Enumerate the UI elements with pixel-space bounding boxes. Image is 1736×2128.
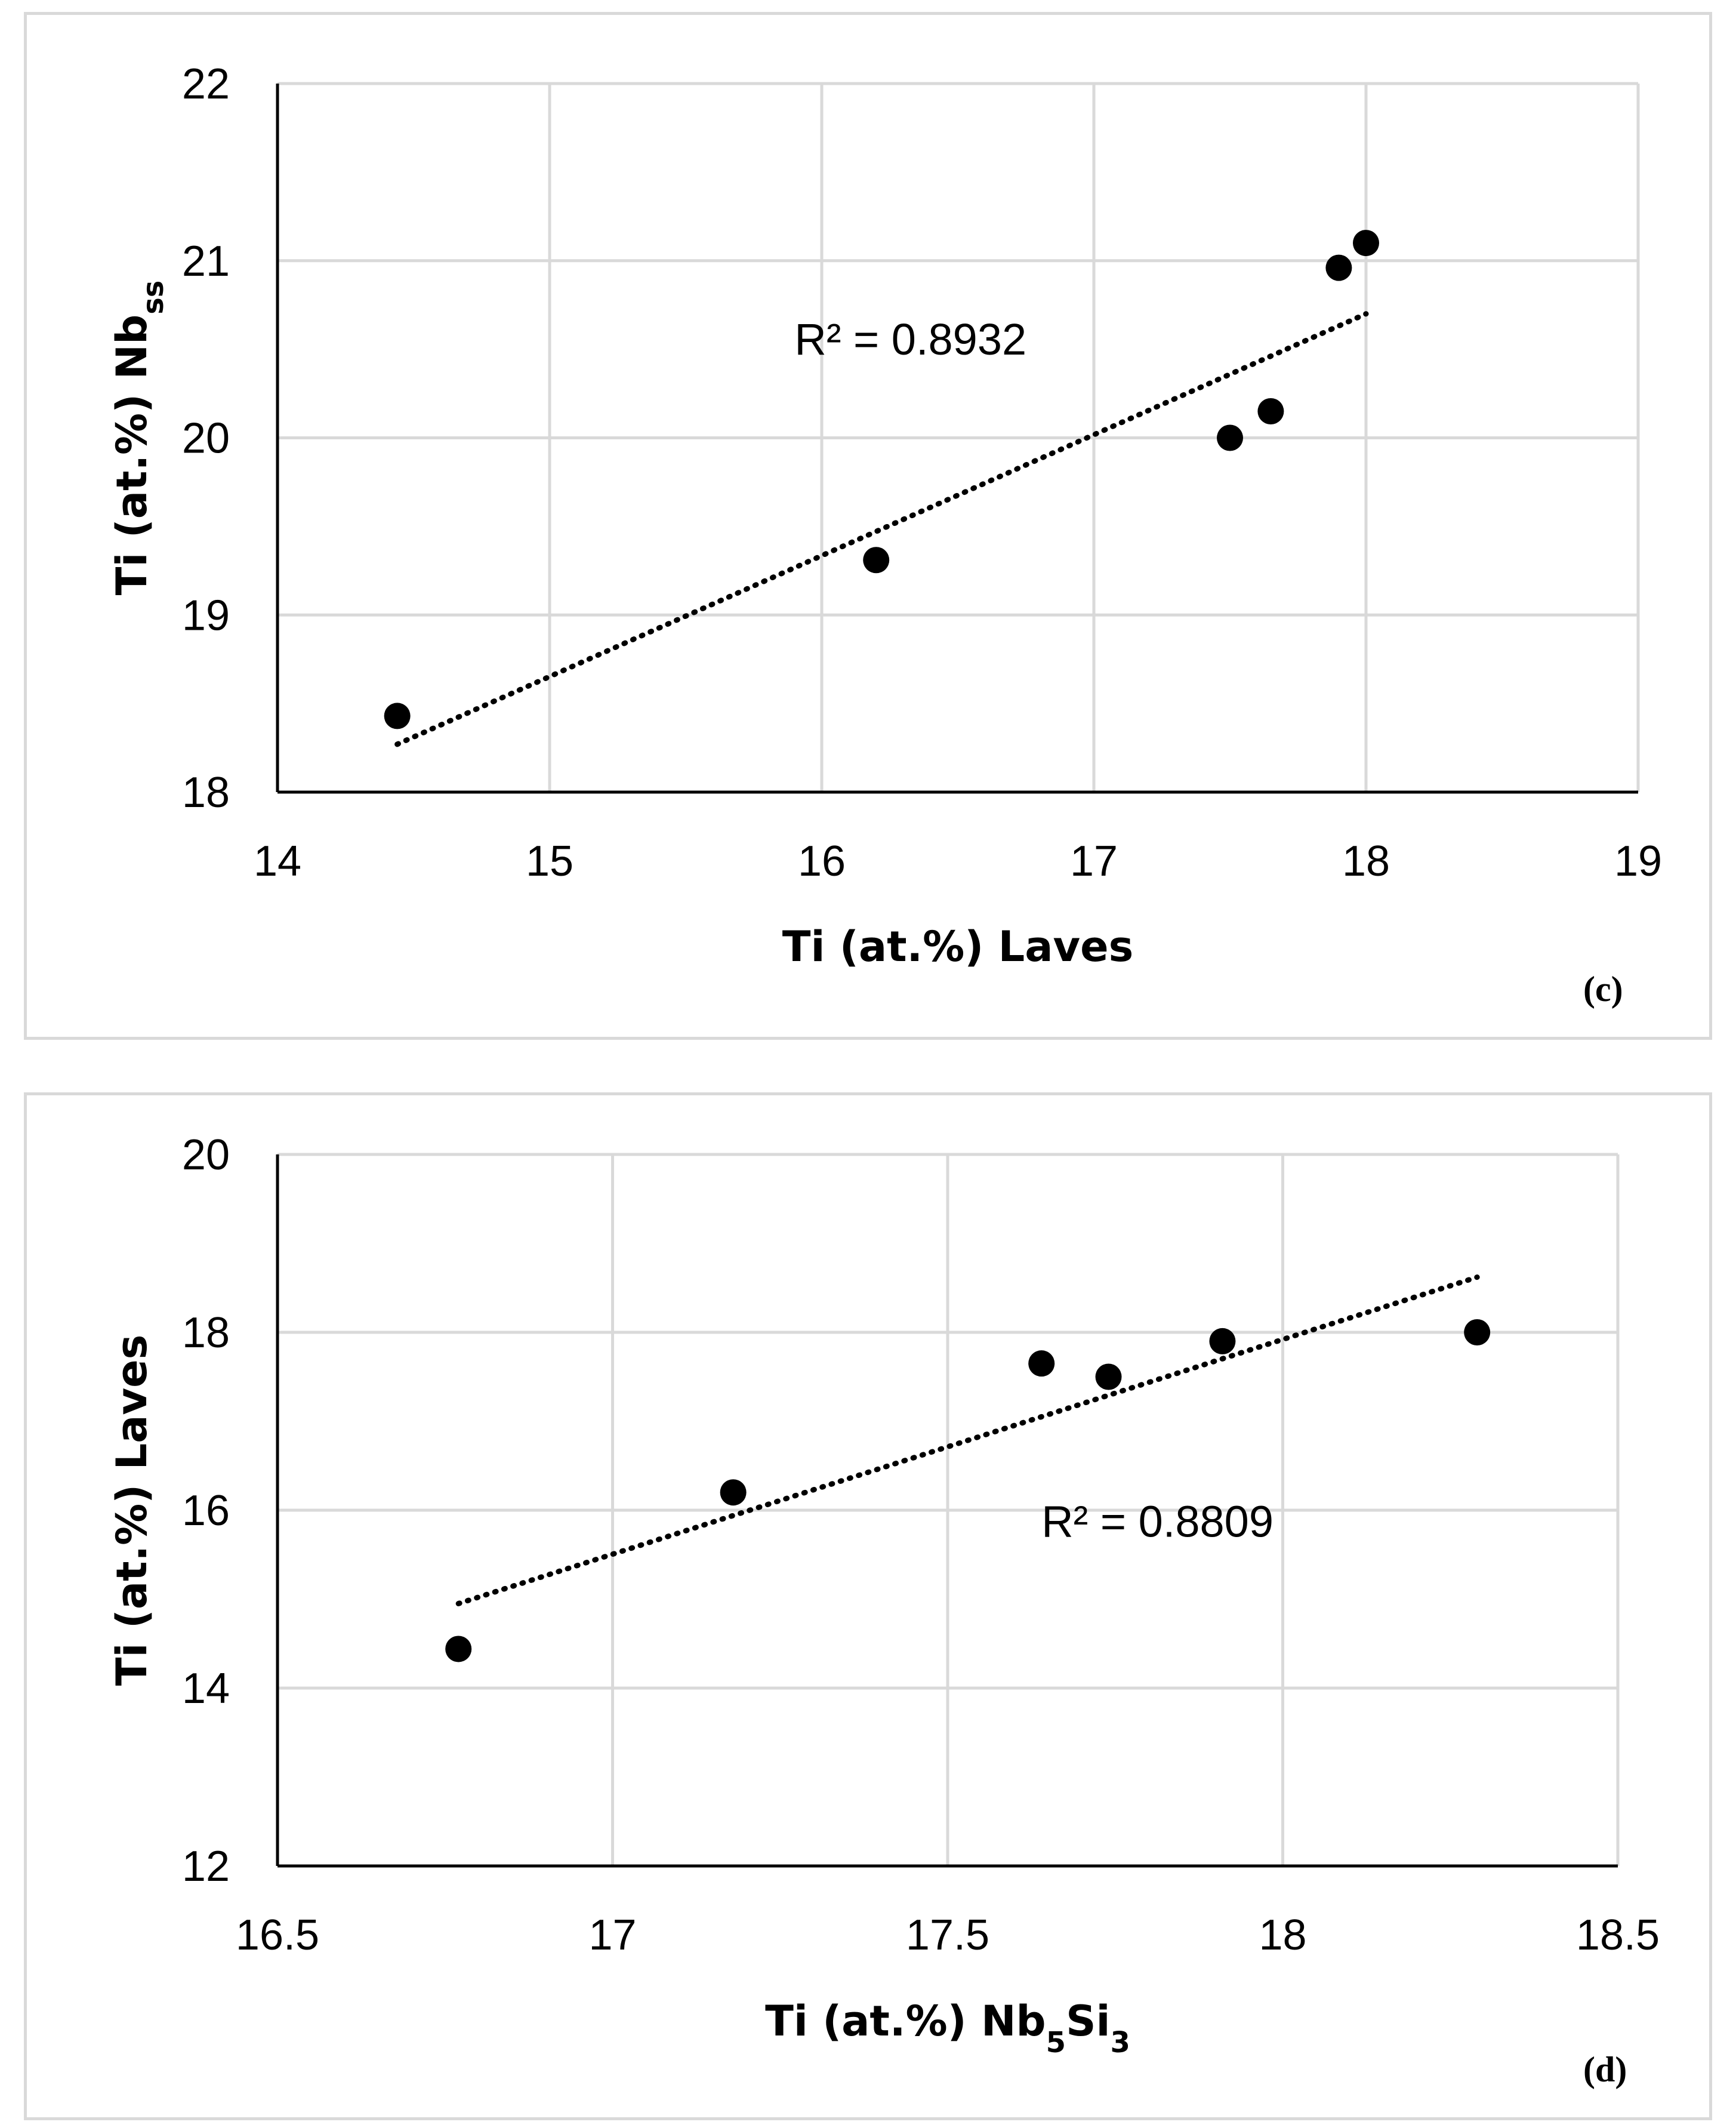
data-point (863, 547, 890, 574)
y-tick-label: 20 (182, 1131, 230, 1179)
y-tick-label: 18 (182, 769, 230, 817)
data-point (384, 703, 411, 729)
data-point (1464, 1319, 1491, 1345)
data-point (1209, 1328, 1236, 1354)
x-tick-label: 14 (254, 837, 301, 885)
x-tick-label: 15 (526, 837, 573, 885)
y-axis-label: Ti (at.%) Nbss (107, 281, 170, 596)
y-tick-label: 19 (182, 592, 230, 639)
x-tick-label: 18.5 (1576, 1911, 1660, 1959)
y-axis-label: Ti (at.%) Laves (107, 1335, 156, 1686)
y-tick-label: 16 (182, 1487, 230, 1535)
x-axis-label: Ti (at.%) Laves (782, 922, 1134, 971)
x-tick-label: 17 (1070, 837, 1118, 885)
x-axis-label: Ti (at.%) Nb5Si3 (765, 1997, 1130, 2059)
chart-panel-d: 16.5 17 17.5 18 18.5 12 14 16 18 20 Ti (at.%) Nb5S… (24, 1092, 1712, 2120)
x-tick-label: 16 (798, 837, 846, 885)
scatter-chart-d: 16.5 17 17.5 18 18.5 12 14 16 18 20 Ti (at.%) Nb5S… (107, 1131, 1660, 2059)
y-tick-label: 14 (182, 1665, 230, 1713)
x-tick-label: 18 (1342, 837, 1390, 885)
y-tick-label: 20 (182, 415, 230, 463)
data-point (1257, 398, 1284, 424)
data-point (1217, 424, 1243, 451)
x-tick-label: 17.5 (906, 1911, 989, 1959)
r-squared-annotation: R² = 0.8932 (794, 315, 1026, 364)
data-point (1095, 1363, 1122, 1390)
y-tick-label: 22 (182, 60, 230, 108)
data-point (1325, 254, 1352, 281)
y-tick-label: 12 (182, 1843, 230, 1890)
data-point (720, 1479, 747, 1506)
x-tick-label: 16.5 (236, 1911, 319, 1959)
chart-panel-c: 14 15 16 17 18 19 18 19 20 21 22 Ti (at.%) Laves Ti … (24, 12, 1712, 1040)
trendline (394, 311, 1369, 747)
y-tick-label: 18 (182, 1309, 230, 1357)
x-tick-label: 17 (588, 1911, 636, 1959)
trendline (455, 1274, 1480, 1606)
panel-label-c: (c) (1583, 969, 1623, 1009)
data-point (1028, 1350, 1055, 1377)
x-tick-label: 18 (1259, 1911, 1306, 1959)
panel-label-d: (d) (1583, 2050, 1627, 2089)
data-point (445, 1636, 472, 1662)
y-tick-label: 21 (182, 238, 230, 285)
data-point (1353, 230, 1379, 257)
scatter-chart-c: 14 15 16 17 18 19 18 19 20 21 22 Ti (at.%) Laves Ti … (107, 60, 1662, 971)
x-tick-label: 19 (1614, 837, 1662, 885)
r-squared-annotation: R² = 0.8809 (1041, 1497, 1274, 1547)
